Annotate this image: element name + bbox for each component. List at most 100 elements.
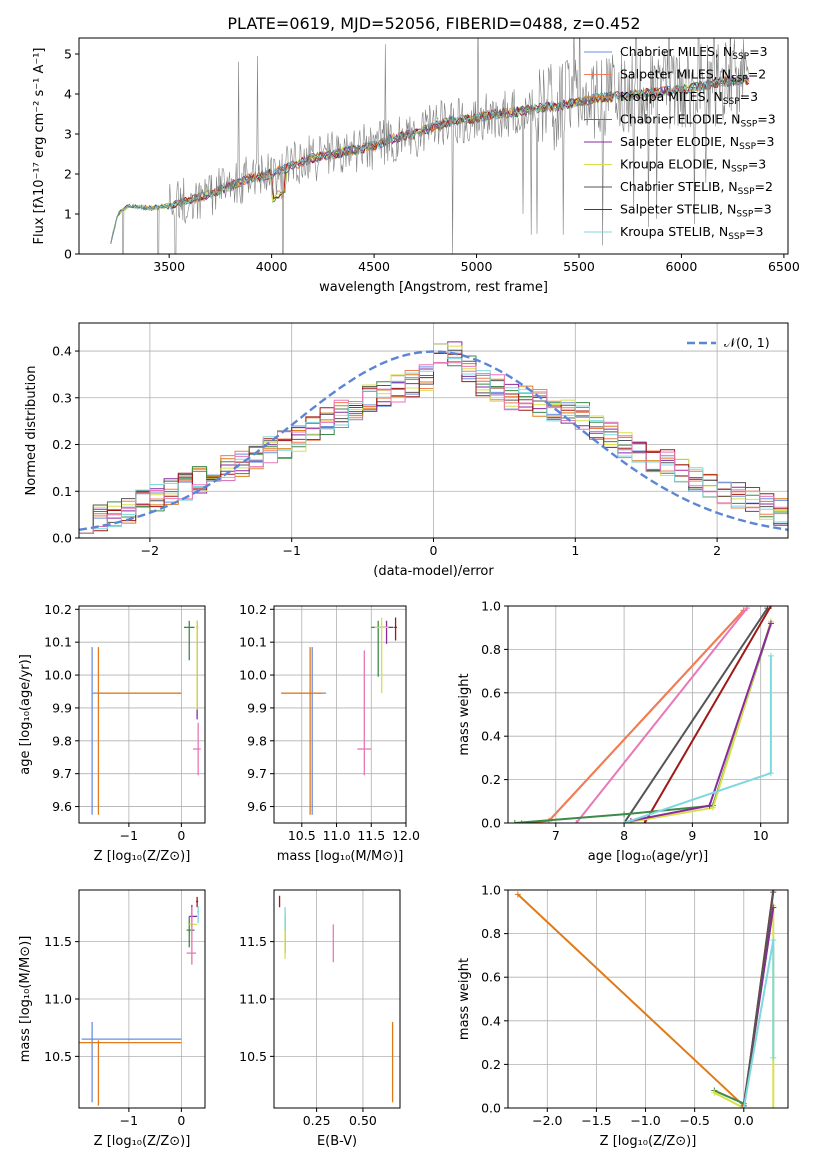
age-z-points — [91, 620, 201, 815]
weight-age-marker — [709, 804, 716, 811]
legend-subscript: SSP — [723, 97, 740, 107]
weight-age-marker — [621, 811, 628, 818]
weight-age-marker — [621, 820, 628, 823]
x-axis-label: E(B-V) — [317, 1134, 357, 1149]
x-axis-label: age [log₁₀(age/yr)] — [588, 849, 709, 864]
y-axis-label: Flux [fλ10⁻¹⁷ erg cm⁻² s⁻¹ A⁻¹] — [32, 48, 47, 245]
y-tick-label: 0.0 — [52, 531, 72, 546]
mass-vs-ebv-grid — [274, 890, 400, 1108]
weight-age-marker — [767, 606, 774, 609]
y-tick-label: 4 — [64, 87, 72, 102]
legend-entry: Chabrier ELODIE, NSSP=3 — [620, 112, 776, 130]
y-tick-label: 0.4 — [481, 1013, 501, 1028]
legend-text: Salpeter STELIB, N — [620, 202, 736, 217]
age-mass-points — [280, 617, 397, 815]
histogram-plot — [79, 341, 788, 534]
x-tick-label: −2 — [141, 543, 159, 558]
y-tick-label: 11.5 — [44, 934, 72, 949]
y-tick-label: 3 — [64, 127, 72, 142]
x-tick-label: 11.0 — [323, 828, 351, 843]
legend-value: =3 — [740, 89, 758, 104]
y-tick-label: 0.0 — [481, 816, 501, 831]
residual-histogram-step — [79, 343, 788, 534]
weight-z-lines — [514, 890, 777, 1108]
legend-subscript: SSP — [740, 120, 757, 130]
y-tick-label: 10.2 — [44, 602, 72, 617]
x-tick-label: −1 — [120, 828, 138, 843]
weight-age-line — [514, 623, 772, 823]
y-tick-label: 0 — [64, 247, 72, 262]
legend-value: =3 — [757, 112, 775, 127]
legend-subscript: SSP — [731, 75, 748, 85]
axes-frame — [507, 605, 789, 824]
x-axis-label: Z [log₁₀(Z/Z⊙)] — [94, 849, 191, 864]
weight-z-marker — [770, 1054, 777, 1061]
y-tick-label: 9.6 — [52, 799, 72, 814]
weight-age-line — [623, 620, 772, 823]
weight-z-line — [742, 892, 775, 1108]
x-tick-label: −1 — [120, 1113, 138, 1128]
normal-curve — [79, 350, 788, 531]
x-tick-label: −1 — [282, 543, 300, 558]
y-tick-label: 1.0 — [481, 883, 501, 898]
y-tick-label: 0.8 — [481, 926, 501, 941]
y-tick-label: 10.0 — [239, 668, 267, 683]
x-tick-label: 4000 — [256, 259, 288, 274]
y-axis-label: mass weight — [457, 673, 472, 755]
legend-entry: Salpeter MILES, NSSP=2 — [620, 67, 766, 85]
y-tick-label: 0.2 — [481, 1057, 501, 1072]
legend-value: =3 — [745, 224, 763, 239]
weight-z-marker — [711, 1089, 718, 1096]
x-tick-label: 10.5 — [288, 828, 316, 843]
legend-text: Chabrier MILES, N — [620, 44, 732, 59]
legend-value: =3 — [749, 44, 767, 59]
y-tick-label: 1.0 — [481, 599, 501, 614]
legend-text: Kroupa MILES, N — [620, 89, 723, 104]
legend-value: =3 — [748, 157, 766, 172]
weight-z-line — [517, 893, 745, 1107]
legend-text: Chabrier STELIB, N — [620, 179, 738, 194]
axes-frame — [507, 889, 789, 1109]
weight-age-lines — [511, 606, 774, 823]
y-tick-label: 10.5 — [239, 1049, 267, 1064]
weight-z-marker — [514, 891, 521, 898]
y-axis-label: mass weight — [457, 958, 472, 1040]
x-tick-label: 0 — [430, 543, 438, 558]
mass-ebv-points — [278, 895, 394, 1103]
y-tick-label: 0.4 — [481, 729, 501, 744]
y-tick-label: 10.1 — [239, 635, 267, 650]
legend-entry: Chabrier STELIB, NSSP=2 — [620, 179, 773, 197]
legend-subscript: SSP — [739, 142, 756, 152]
weight-vs-age-axes: 7 8 9 10 0.0 0.2 0.4 0.6 0.8 1.0 age [log₁₀(age/yr… — [457, 599, 789, 864]
y-tick-label: 10.1 — [44, 635, 72, 650]
x-axis-label: Z [log₁₀(Z/Z⊙)] — [600, 1134, 697, 1149]
legend-subscript: SSP — [738, 187, 755, 197]
legend-text: Salpeter ELODIE, N — [620, 134, 739, 149]
x-axis-label: mass [log₁₀(M/M⊙)] — [277, 849, 404, 864]
y-tick-label: 9.9 — [52, 700, 72, 715]
x-axis-label: (data-model)/error — [373, 564, 494, 579]
x-tick-label: 5000 — [461, 259, 493, 274]
data-spectrum-line — [110, 38, 749, 254]
weight-vs-Z-grid — [508, 889, 788, 1109]
x-tick-label: 0.25 — [303, 1113, 331, 1128]
y-tick-label: 0.2 — [481, 772, 501, 787]
weight-age-line — [630, 623, 772, 822]
legend-entry: Kroupa STELIB, NSSP=3 — [620, 224, 764, 242]
y-tick-label: 9.6 — [247, 799, 267, 814]
y-tick-label: 0.3 — [52, 390, 72, 405]
spectrum-plot — [110, 38, 750, 254]
x-tick-label: 7 — [552, 828, 560, 843]
legend-subscript: SSP — [731, 165, 748, 175]
weight-age-marker — [573, 820, 580, 823]
x-tick-label: 1 — [571, 543, 579, 558]
x-tick-label: 6500 — [768, 259, 800, 274]
legend-value: =2 — [755, 179, 773, 194]
mass-vs-ebv-axes: 0.25 0.50 10.5 11.0 11.5 E(B-V) — [239, 889, 401, 1149]
y-tick-label: 0.2 — [52, 437, 72, 452]
x-tick-label: 3500 — [153, 259, 185, 274]
y-tick-label: 9.8 — [52, 733, 72, 748]
weight-z-marker — [770, 937, 777, 944]
y-tick-label: 11.5 — [239, 934, 267, 949]
